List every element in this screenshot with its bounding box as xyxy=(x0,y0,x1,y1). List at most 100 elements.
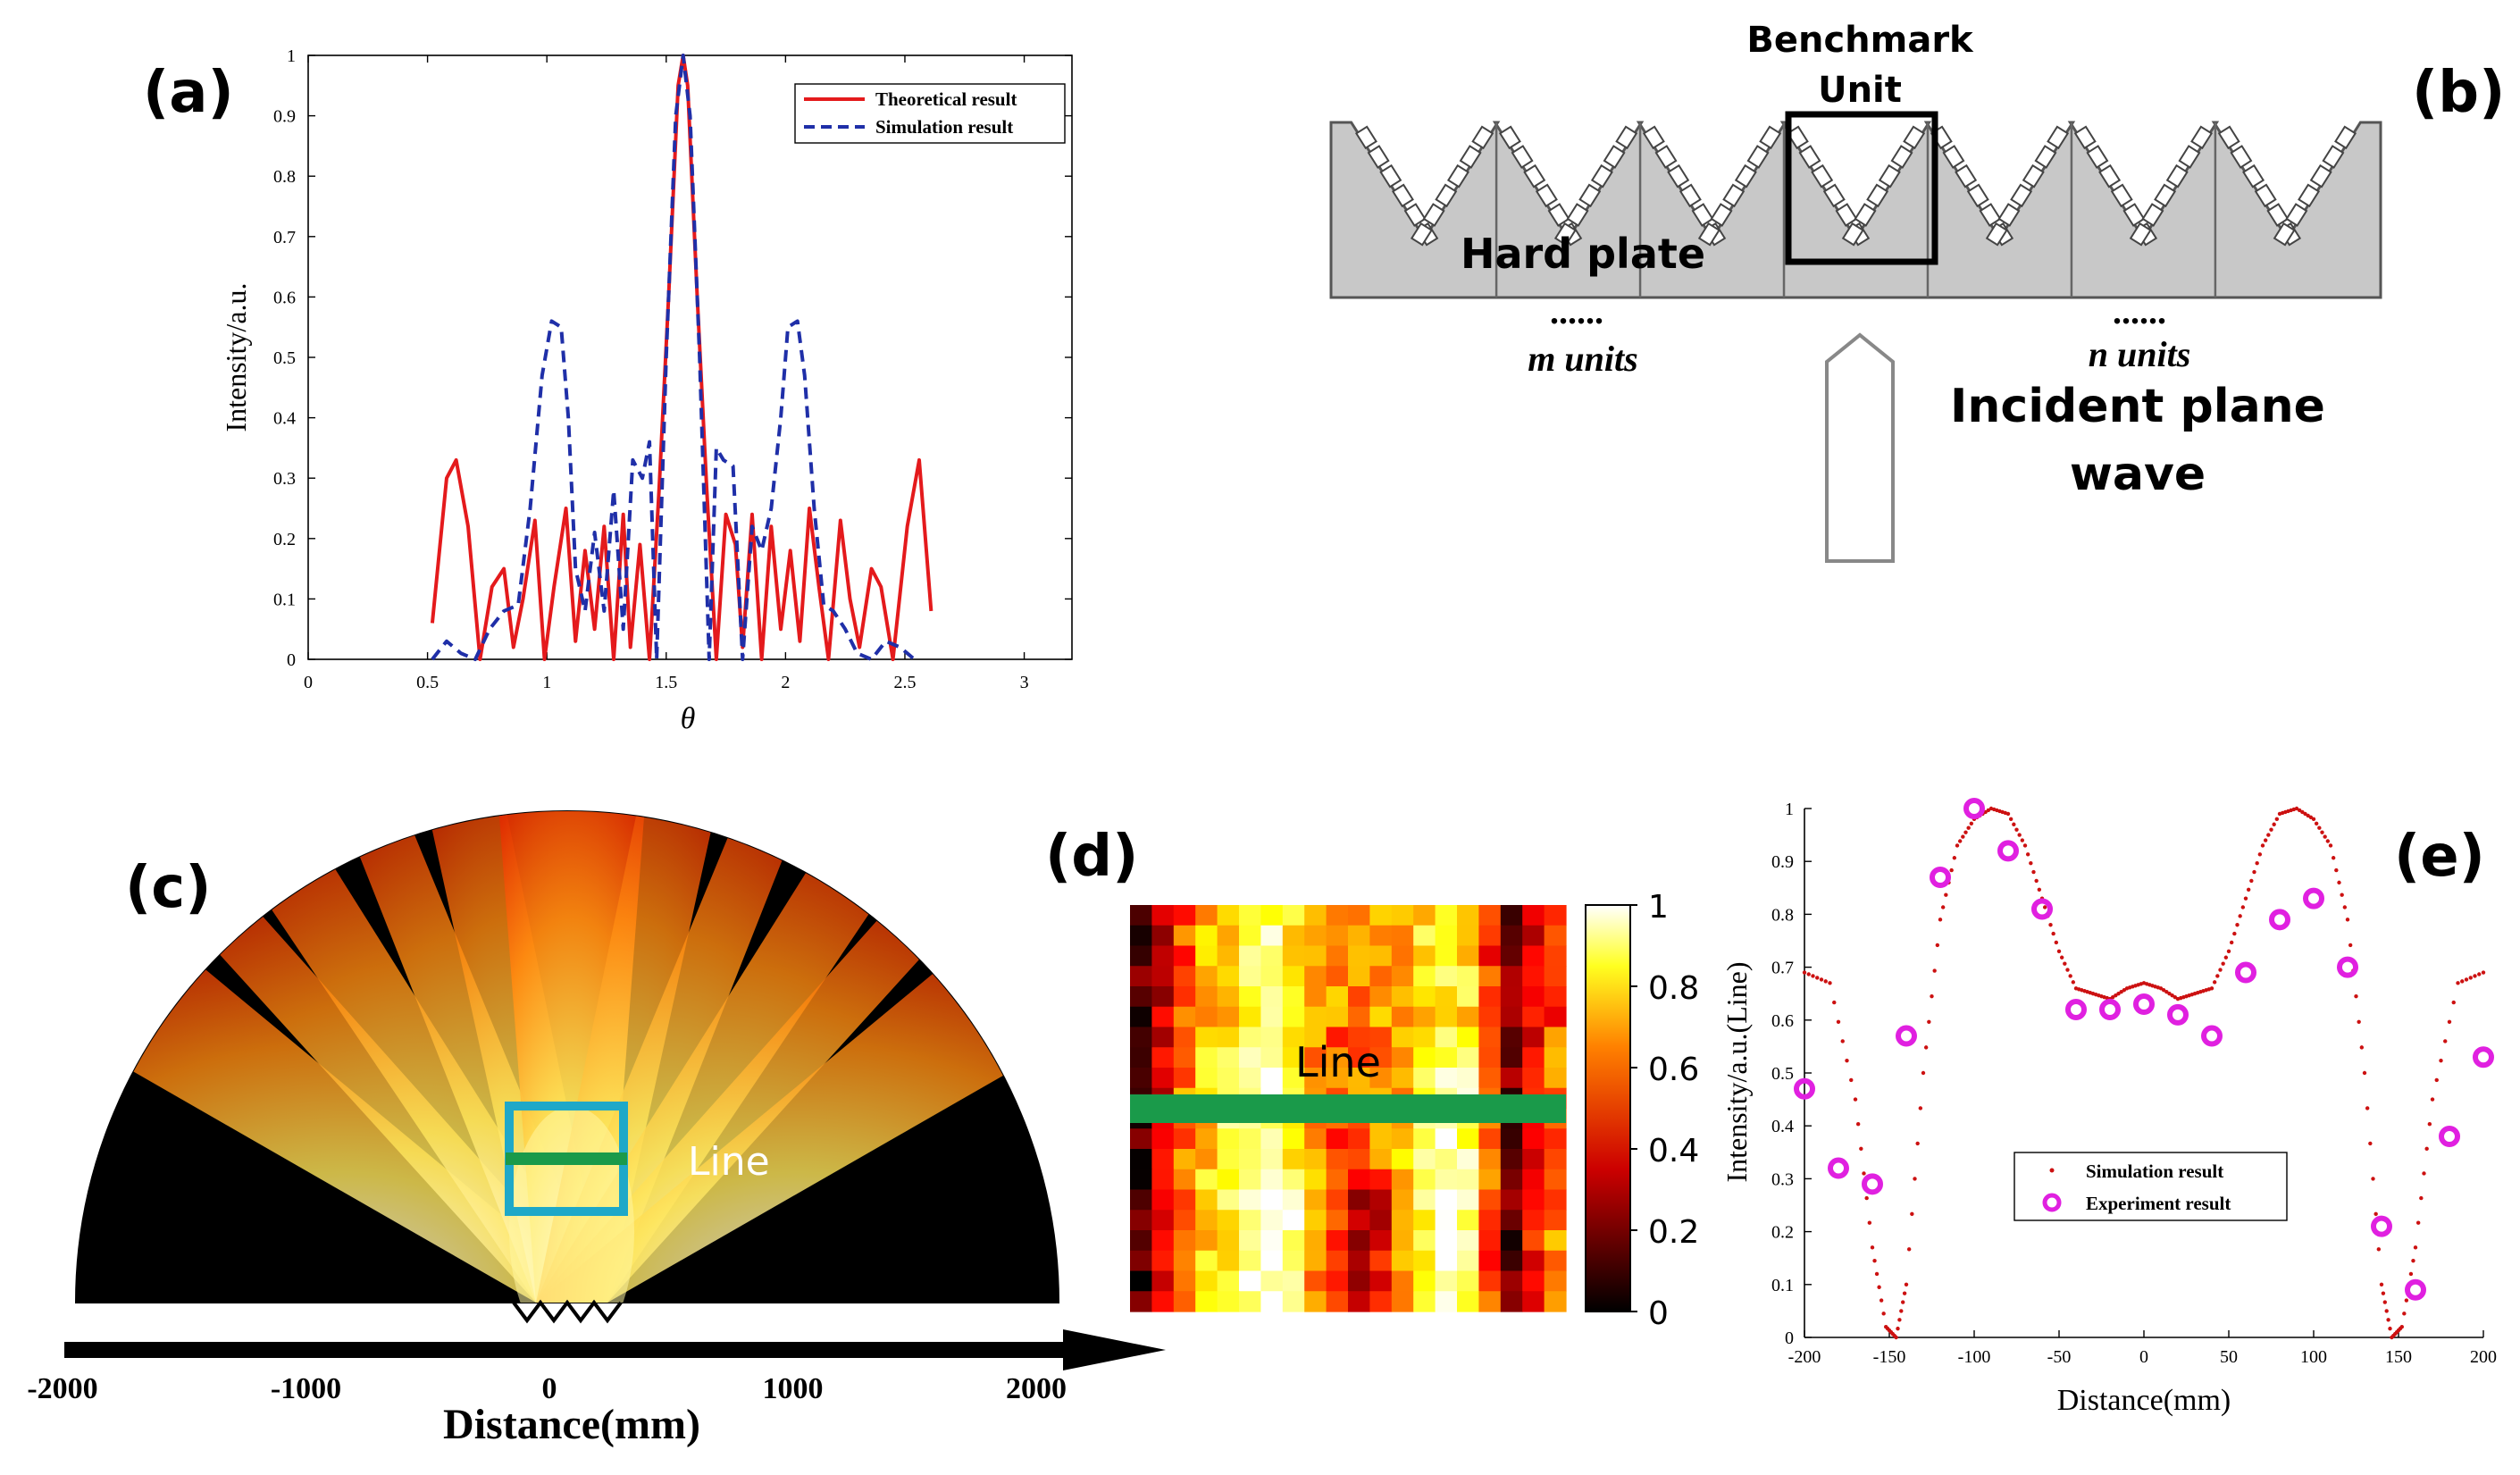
chart-e-sim-point xyxy=(1859,1146,1863,1152)
heatmap-cell xyxy=(1260,1250,1284,1272)
chart-e-sim-point xyxy=(1966,825,1971,830)
colorbar xyxy=(1585,904,1631,1312)
heatmap-cell xyxy=(1217,1189,1240,1211)
chart-e-sim-point xyxy=(1957,839,1963,843)
groove-cell xyxy=(1642,125,1665,150)
chart-e-sim-point xyxy=(1870,1245,1875,1250)
chart-e-sim-point xyxy=(2215,974,2220,978)
panel-c-field: Line -2000 -1000 0 1000 2000 Distance(mm) xyxy=(27,810,1166,1448)
heatmap-cell xyxy=(1217,1230,1240,1252)
transducer-array-icon xyxy=(512,1299,623,1324)
chart-e-sim-point xyxy=(2017,833,2022,837)
heatmap-cell xyxy=(1413,1068,1436,1089)
chart-c-xtick-label: 0 xyxy=(542,1372,557,1405)
heatmap-cell xyxy=(1544,1149,1567,1170)
heatmap-cell xyxy=(1260,1128,1284,1150)
n-units-label: n units xyxy=(2089,334,2191,374)
chart-e-sim-point xyxy=(2122,988,2127,993)
heatmap-cell xyxy=(1195,1027,1218,1048)
heatmap-cell xyxy=(1478,1230,1502,1252)
groove-cell xyxy=(1391,183,1414,208)
heatmap-cell xyxy=(1239,1210,1261,1231)
chart-e-sim-point xyxy=(1904,1282,1909,1287)
chart-e-sim-point xyxy=(2303,811,2307,817)
heatmap-cell xyxy=(1239,905,1261,926)
incident-arrow-icon xyxy=(1825,332,1895,563)
groove-cell xyxy=(1498,125,1521,150)
heatmap-cell xyxy=(1435,1149,1458,1170)
line-label-c: Line xyxy=(688,1139,770,1185)
heatmap-cell xyxy=(1282,1047,1305,1069)
chart-e-sim-point xyxy=(2218,968,2223,972)
chart-e-sim-point xyxy=(2408,1271,2414,1277)
incident-label-line1: Incident plane xyxy=(1950,380,2325,433)
heatmap-cell xyxy=(1413,1291,1436,1312)
heatmap-cell xyxy=(1195,1189,1218,1211)
chart-e-sim-point xyxy=(1901,1300,1905,1304)
groove-cell xyxy=(2022,163,2045,189)
heatmap-cell xyxy=(1195,1250,1218,1272)
colorbar-tick-label: 0.6 xyxy=(1648,1052,1699,1088)
heatmap-cell xyxy=(1304,966,1327,987)
heatmap-cell xyxy=(1522,1027,1545,1048)
chart-e-sim-point xyxy=(1938,918,1943,922)
chart-e-ytick-label: 0.8 xyxy=(1771,905,1794,925)
chart-e-xtick-label: 150 xyxy=(2385,1347,2412,1367)
heatmap-cell xyxy=(1522,1250,1545,1272)
heatmap-cell xyxy=(1173,1250,1196,1272)
chart-e-sim-point xyxy=(1877,1285,1881,1289)
heatmap-cell xyxy=(1457,945,1479,967)
chart-e-sim-point xyxy=(2059,955,2064,960)
heatmap-cell xyxy=(1435,1230,1458,1252)
groove-cell xyxy=(1811,163,1834,189)
heatmap-cell xyxy=(1326,1027,1349,1048)
heatmap-cell xyxy=(1195,966,1218,987)
chart-a: 0 0.5 1 1.5 2 2.5 3 0 0.1 0.2 0.3 0.4 0.5 0.6 0.7 0.8 0.… xyxy=(220,46,1073,735)
heatmap-cell xyxy=(1369,1149,1393,1170)
heatmap-cell xyxy=(1173,1169,1196,1191)
groove-cell xyxy=(1578,183,1602,208)
chart-e-sim-point xyxy=(1864,1195,1869,1201)
chart-e-sim-point xyxy=(2388,1326,2392,1331)
chart-e-sim-point xyxy=(2263,838,2268,842)
chart-e-sim-point xyxy=(2255,860,2259,866)
heatmap-cell xyxy=(1457,1291,1479,1312)
heatmap-cell xyxy=(1457,1169,1479,1191)
chart-e-sim-point xyxy=(1815,976,1820,980)
heatmap-cell xyxy=(1304,1270,1327,1292)
groove-cell xyxy=(2154,183,2177,208)
heatmap-cell xyxy=(1304,1068,1327,1089)
panel-label-a: (a) xyxy=(143,60,234,126)
heatmap-cell xyxy=(1130,945,1152,967)
chart-e-sim-point xyxy=(2439,1058,2443,1063)
chart-e-legend-box xyxy=(2013,1152,2288,1221)
chart-e-sim-point xyxy=(2365,1106,2370,1110)
chart-a-xtick-label: 0.5 xyxy=(416,673,439,692)
heatmap-cell xyxy=(1457,905,1479,926)
chart-a-xtick-label: 3 xyxy=(1020,673,1029,692)
heatmap-cell xyxy=(1522,1006,1545,1028)
heatmap-cell xyxy=(1435,986,1458,1008)
colorbar-ticks: 1 0.8 0.6 0.4 0.2 0 xyxy=(1630,889,1699,1332)
beam-core xyxy=(509,1106,634,1303)
chart-a-xtick-label: 0 xyxy=(304,673,313,692)
heatmap-cell xyxy=(1478,1291,1502,1312)
chart-e-ytick-label: 0.6 xyxy=(1771,1011,1794,1031)
chart-e-sim-point xyxy=(1921,1070,1926,1076)
chart-e-sim-point xyxy=(2029,860,2033,866)
beam xyxy=(536,932,1059,1303)
groove-cell xyxy=(1459,145,1482,169)
groove-cell xyxy=(1985,222,2008,247)
heatmap-cell xyxy=(1326,1169,1349,1191)
heatmap-cell xyxy=(1173,986,1196,1008)
chart-e-exp-point xyxy=(2031,898,2053,920)
heatmap-cell xyxy=(1151,986,1175,1008)
groove-cell xyxy=(2086,145,2109,169)
groove-cell xyxy=(1854,203,1877,227)
chart-e-exp-point xyxy=(1862,1173,1883,1195)
heatmap-cell xyxy=(1173,945,1196,967)
heatmap-cell xyxy=(1435,1291,1458,1312)
chart-e-sim-point xyxy=(2260,843,2265,848)
chart-c-ticks: -2000 -1000 0 1000 2000 xyxy=(27,1372,1067,1405)
